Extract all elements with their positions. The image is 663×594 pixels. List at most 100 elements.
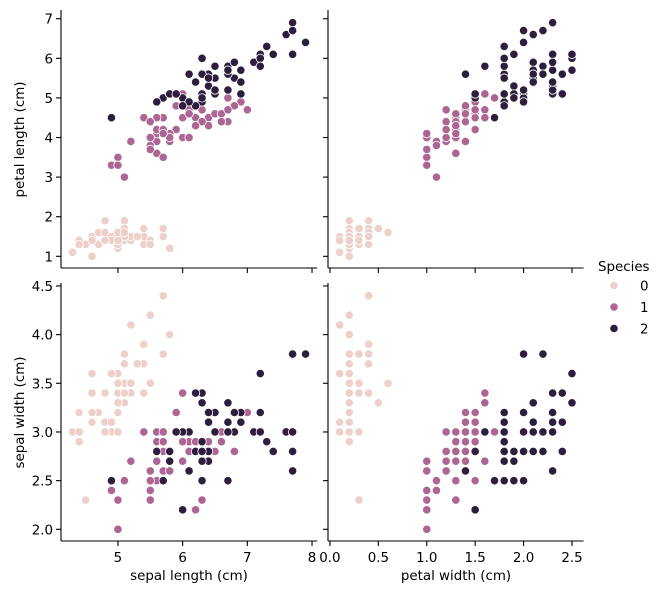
point-species-1 — [145, 485, 155, 495]
point-species-2 — [567, 49, 577, 59]
point-species-0 — [100, 427, 110, 437]
legend: Species 0 1 2 — [598, 260, 650, 337]
point-species-0 — [106, 368, 117, 379]
point-species-1 — [422, 160, 432, 170]
point-species-1 — [470, 105, 480, 115]
point-species-2 — [460, 69, 471, 79]
point-species-1 — [216, 437, 227, 447]
point-species-2 — [288, 18, 298, 28]
point-species-0 — [100, 216, 110, 226]
point-species-0 — [87, 417, 97, 427]
point-species-1 — [441, 132, 451, 143]
point-species-1 — [470, 113, 480, 123]
point-species-0 — [132, 359, 142, 369]
point-species-0 — [68, 247, 78, 257]
point-species-0 — [126, 378, 136, 388]
point-species-1 — [184, 109, 194, 119]
point-species-2 — [528, 417, 538, 427]
point-species-2 — [158, 476, 168, 486]
point-species-2 — [255, 407, 265, 418]
point-species-0 — [344, 349, 354, 359]
y-tick-label: 2 — [44, 211, 53, 226]
point-species-2 — [223, 417, 233, 427]
point-species-1 — [460, 427, 471, 437]
point-species-2 — [509, 456, 519, 466]
point-species-0 — [354, 388, 364, 398]
point-species-2 — [528, 427, 538, 437]
point-species-1 — [197, 495, 207, 505]
point-species-0 — [87, 388, 97, 398]
point-species-0 — [100, 235, 110, 246]
point-species-2 — [210, 427, 220, 437]
point-species-0 — [126, 320, 136, 330]
point-species-0 — [344, 310, 354, 320]
point-species-0 — [165, 243, 175, 253]
point-species-2 — [538, 427, 548, 437]
point-species-0 — [87, 368, 97, 379]
point-species-1 — [242, 105, 252, 115]
point-species-0 — [364, 291, 374, 301]
point-species-0 — [364, 239, 374, 250]
point-species-0 — [344, 427, 354, 437]
point-species-1 — [451, 437, 461, 447]
x-tick-label: 7 — [243, 551, 252, 566]
point-species-2 — [106, 113, 117, 123]
point-species-2 — [223, 85, 233, 95]
point-species-2 — [499, 53, 509, 63]
point-species-2 — [197, 53, 207, 63]
point-species-2 — [288, 49, 298, 59]
x-tick-label: 1.0 — [416, 551, 437, 566]
point-species-2 — [236, 65, 246, 75]
point-species-0 — [139, 339, 149, 349]
scatter-points — [335, 18, 577, 261]
point-species-2 — [223, 398, 233, 408]
panel-petal_length-vs-sepal_length: 1 2 3 4 5 6 7 — [44, 10, 318, 273]
point-species-2 — [223, 65, 233, 75]
point-species-2 — [262, 41, 272, 52]
point-species-1 — [460, 407, 471, 418]
point-species-0 — [119, 388, 130, 398]
point-species-2 — [229, 57, 239, 67]
point-species-1 — [165, 466, 175, 476]
point-species-1 — [422, 485, 432, 495]
point-species-2 — [499, 41, 509, 52]
scatter-points — [68, 18, 311, 261]
point-species-0 — [364, 349, 374, 359]
point-species-1 — [431, 140, 442, 151]
point-species-0 — [145, 378, 155, 388]
point-species-1 — [451, 495, 461, 505]
point-species-2 — [229, 407, 239, 418]
point-species-1 — [451, 128, 461, 139]
point-species-1 — [451, 109, 461, 119]
legend-marker-0 — [609, 280, 619, 291]
point-species-1 — [470, 407, 480, 418]
point-species-0 — [344, 330, 354, 340]
point-species-0 — [344, 398, 354, 408]
point-species-0 — [145, 310, 155, 320]
point-species-2 — [190, 388, 201, 398]
point-species-1 — [171, 407, 181, 418]
point-species-0 — [119, 349, 130, 359]
point-species-1 — [441, 125, 451, 135]
point-species-1 — [441, 427, 451, 437]
legend-label-0: 0 — [640, 279, 649, 294]
point-species-0 — [145, 239, 155, 250]
point-species-2 — [106, 476, 117, 486]
point-species-1 — [190, 505, 201, 515]
point-species-2 — [190, 77, 201, 87]
point-species-2 — [509, 49, 519, 59]
point-species-2 — [255, 53, 265, 63]
y-tick-label: 5 — [44, 92, 53, 107]
point-species-0 — [132, 231, 142, 242]
point-species-0 — [373, 224, 383, 234]
point-species-0 — [106, 417, 117, 427]
point-species-1 — [216, 117, 227, 127]
point-species-2 — [528, 77, 538, 87]
point-species-1 — [422, 128, 432, 139]
point-species-1 — [152, 456, 162, 466]
point-species-2 — [548, 57, 558, 67]
point-species-1 — [470, 476, 480, 486]
point-species-2 — [197, 93, 207, 103]
point-species-2 — [499, 89, 509, 99]
